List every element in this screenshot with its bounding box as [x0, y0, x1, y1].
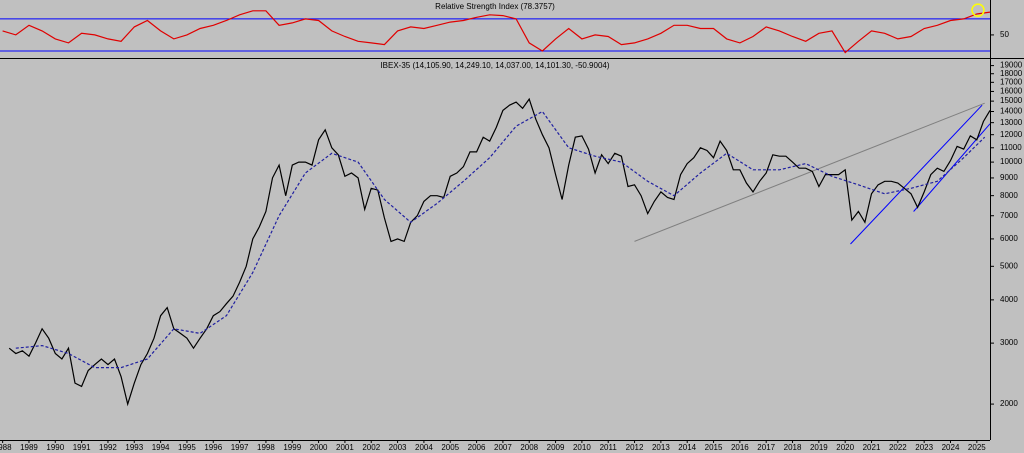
- x-tick-label: 1999: [283, 443, 301, 452]
- x-tick-label: 1994: [152, 443, 170, 452]
- x-tick-label: 2005: [441, 443, 459, 452]
- y-tick-label: 18000: [1000, 69, 1023, 78]
- x-tick-label: 1993: [125, 443, 143, 452]
- y-tick-label: 8000: [1000, 191, 1018, 200]
- y-tick-label: 16000: [1000, 87, 1023, 96]
- y-tick-label: 2000: [1000, 399, 1018, 408]
- x-tick-label: 2025: [968, 443, 986, 452]
- trend-line: [850, 104, 983, 245]
- x-tick-label: 2002: [362, 443, 380, 452]
- rsi-title: Relative Strength Index (78.3757): [435, 2, 555, 11]
- trend-line: [634, 102, 985, 242]
- x-tick-label: 2008: [520, 443, 538, 452]
- data-line: [2, 10, 990, 54]
- data-line: [15, 110, 986, 369]
- x-tick-label: 2003: [389, 443, 407, 452]
- x-tick-label: 1996: [204, 443, 222, 452]
- x-tick-label: 2012: [626, 443, 644, 452]
- x-tick-label: 2014: [678, 443, 696, 452]
- x-tick-label: 2018: [784, 443, 802, 452]
- x-tick-label: 2009: [547, 443, 565, 452]
- x-tick-label: 2020: [836, 443, 854, 452]
- y-tick-label: 11000: [1000, 143, 1022, 152]
- x-tick-label: 2015: [705, 443, 723, 452]
- x-tick-label: 1998: [257, 443, 275, 452]
- chart-title: IBEX-35 (14,105.90, 14,249.10, 14,037.00…: [380, 61, 609, 70]
- y-tick-label: 19000: [1000, 61, 1023, 70]
- y-tick-label: 6000: [1000, 234, 1018, 243]
- y-tick-label: 13000: [1000, 118, 1023, 127]
- x-tick-label: 1988: [0, 443, 12, 452]
- y-tick-label: 17000: [1000, 77, 1023, 86]
- x-tick-label: 2001: [336, 443, 354, 452]
- plot-area: [0, 10, 990, 54]
- plot-area: [8, 97, 990, 407]
- x-tick-label: 1991: [73, 443, 91, 452]
- y-tick-label: 14000: [1000, 107, 1023, 116]
- x-tick-label: 2004: [415, 443, 433, 452]
- x-tick-label: 2000: [310, 443, 328, 452]
- data-line: [8, 97, 990, 407]
- x-tick-label: 1992: [99, 443, 117, 452]
- y-tick-label: 15000: [1000, 96, 1023, 105]
- y-tick-label: 12000: [1000, 130, 1023, 139]
- y-tick-label: 10000: [1000, 157, 1023, 166]
- x-tick-label: 1990: [46, 443, 64, 452]
- x-tick-label: 2021: [863, 443, 881, 452]
- last-value-marker: [971, 3, 985, 17]
- x-tick-label: 2007: [494, 443, 512, 452]
- y-tick-label: 3000: [1000, 338, 1018, 347]
- x-tick-label: 1997: [231, 443, 249, 452]
- x-tick-label: 2024: [942, 443, 960, 452]
- y-tick-label: 4000: [1000, 295, 1018, 304]
- x-tick-label: 2017: [757, 443, 775, 452]
- x-tick-label: 2006: [468, 443, 486, 452]
- x-tick-label: 2019: [810, 443, 828, 452]
- y-tick-label: 9000: [1000, 173, 1018, 182]
- y-tick-label: 7000: [1000, 211, 1018, 220]
- x-tick-label: 2023: [915, 443, 933, 452]
- x-tick-label: 2010: [573, 443, 591, 452]
- x-tick-label: 2011: [600, 443, 618, 452]
- y-tick-label: 5000: [1000, 261, 1018, 270]
- x-tick-label: 1989: [20, 443, 38, 452]
- x-tick-label: 2022: [889, 443, 907, 452]
- x-tick-label: 1995: [178, 443, 196, 452]
- y-tick-label: 50: [1000, 30, 1009, 39]
- x-tick-label: 2013: [652, 443, 670, 452]
- x-tick-label: 2016: [731, 443, 749, 452]
